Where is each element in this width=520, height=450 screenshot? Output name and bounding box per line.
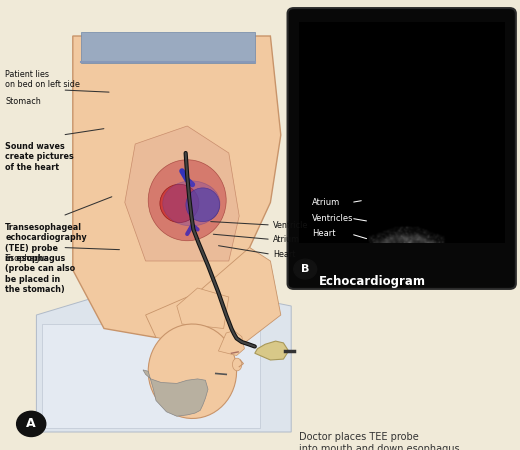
Polygon shape xyxy=(148,324,237,418)
Polygon shape xyxy=(81,32,255,63)
Polygon shape xyxy=(177,288,229,328)
Circle shape xyxy=(17,411,46,436)
Polygon shape xyxy=(218,331,244,356)
Polygon shape xyxy=(125,126,239,261)
Ellipse shape xyxy=(186,188,220,221)
Text: Atrium: Atrium xyxy=(273,235,300,244)
Text: Heart: Heart xyxy=(273,250,295,259)
Text: Doctor places TEE probe
into mouth and down esophagus: Doctor places TEE probe into mouth and d… xyxy=(299,432,460,450)
Text: Heart: Heart xyxy=(312,230,335,238)
Polygon shape xyxy=(73,36,281,338)
Text: Esophagus: Esophagus xyxy=(5,254,49,263)
Ellipse shape xyxy=(232,358,242,371)
Text: Transesophageal
echocardiography
(TEE) probe
in esophagus
(probe can also
be pla: Transesophageal echocardiography (TEE) p… xyxy=(5,223,87,294)
Polygon shape xyxy=(42,324,260,428)
Polygon shape xyxy=(255,341,289,360)
Text: Atrium: Atrium xyxy=(312,198,340,207)
Ellipse shape xyxy=(148,160,226,241)
Text: Ventricles: Ventricles xyxy=(312,214,354,223)
Text: Ventricle: Ventricle xyxy=(273,220,308,230)
Ellipse shape xyxy=(160,184,199,222)
Text: Patient lies
on bed on left side: Patient lies on bed on left side xyxy=(5,70,80,89)
Polygon shape xyxy=(143,370,208,416)
Text: B: B xyxy=(301,264,309,274)
Polygon shape xyxy=(146,248,281,351)
Text: Stomach: Stomach xyxy=(5,97,41,106)
Ellipse shape xyxy=(163,181,220,226)
Polygon shape xyxy=(36,279,291,432)
Text: A: A xyxy=(27,418,36,430)
Text: Echocardiogram: Echocardiogram xyxy=(319,274,426,288)
FancyBboxPatch shape xyxy=(13,7,302,443)
Circle shape xyxy=(294,259,317,279)
Text: Sound waves
create pictures
of the heart: Sound waves create pictures of the heart xyxy=(5,142,74,171)
FancyBboxPatch shape xyxy=(288,8,516,289)
